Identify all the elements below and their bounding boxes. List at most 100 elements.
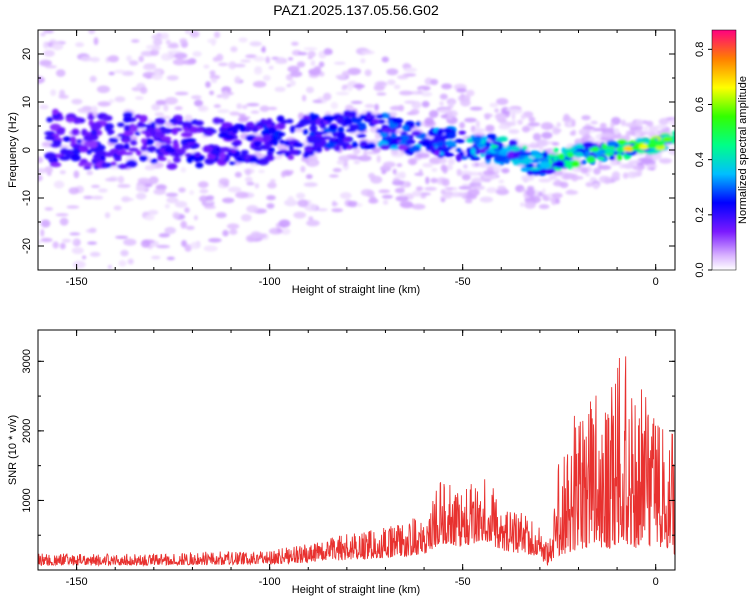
snr-y-ticks: 1000 2000 3000 bbox=[21, 349, 675, 571]
spectrogram-speckle bbox=[51, 42, 64, 51]
spectrogram-speckle bbox=[135, 192, 147, 200]
spectrogram-speckle bbox=[88, 30, 96, 34]
spectrogram-speckle bbox=[167, 159, 172, 165]
spectrogram-ridge-blob bbox=[277, 132, 286, 137]
spectrogram-speckle bbox=[358, 155, 372, 162]
spectrogram-speckle bbox=[538, 204, 550, 210]
spectrogram-speckle bbox=[482, 170, 495, 176]
spectrogram-speckle bbox=[152, 45, 161, 51]
spectrogram-ridge-blob bbox=[302, 152, 310, 159]
spectrogram-speckle bbox=[307, 50, 316, 58]
spectrogram-ridge-blob bbox=[601, 143, 607, 150]
spectrogram-speckle bbox=[486, 187, 498, 194]
spectrogram-speckle bbox=[172, 211, 180, 219]
spectrogram-speckle bbox=[180, 167, 187, 173]
spectrogram-speckle bbox=[274, 86, 286, 93]
spectrogram-speckle bbox=[117, 175, 125, 184]
spectrogram-y-tick-label: -20 bbox=[21, 238, 33, 254]
spectrogram-ridge-blob bbox=[93, 157, 102, 163]
spectrogram-ridge-blob bbox=[609, 155, 616, 161]
spectrogram-ridge-blob bbox=[229, 161, 236, 165]
spectrogram-speckle bbox=[323, 92, 332, 101]
spectrogram-ridge-blob bbox=[87, 115, 95, 120]
snr-frame bbox=[37, 329, 676, 571]
spectrogram-speckle bbox=[553, 170, 564, 176]
spectrogram-ridge-blob bbox=[154, 117, 166, 126]
spectrogram-speckle bbox=[245, 168, 251, 176]
spectrogram-y-tick-label: 20 bbox=[21, 48, 33, 60]
spectrogram-speckle bbox=[52, 241, 59, 249]
spectrogram-speckle bbox=[600, 132, 614, 138]
spectrogram-speckle bbox=[91, 184, 100, 188]
spectrogram-ridge-blob bbox=[130, 139, 138, 146]
spectrogram-speckle bbox=[147, 209, 159, 216]
spectrogram-ridge-blob bbox=[164, 147, 176, 154]
spectrogram-ridge-blob bbox=[140, 145, 148, 152]
spectrogram-speckle bbox=[559, 181, 569, 189]
spectrogram-ridge-blob bbox=[402, 124, 409, 132]
colorbar-tick-label: 0.0 bbox=[694, 262, 706, 277]
spectrogram-speckle bbox=[244, 176, 253, 183]
spectrogram-speckle bbox=[399, 193, 409, 197]
spectrogram-speckle bbox=[382, 199, 389, 205]
spectrogram-ridge-blob bbox=[262, 134, 272, 143]
spectrogram-speckle bbox=[181, 240, 187, 247]
spectrogram-speckle bbox=[227, 186, 242, 193]
spectrogram-speckle bbox=[55, 69, 66, 77]
spectrogram-ridge-blob bbox=[172, 142, 180, 150]
spectrogram-speckle bbox=[166, 256, 175, 261]
colorbar-ticks: 0.0 0.2 0.4 0.6 0.8 bbox=[694, 42, 712, 278]
spectrogram-ridge-blob bbox=[146, 123, 153, 129]
spectrogram-peak-blob bbox=[654, 140, 665, 147]
spectrogram-ridge-blob bbox=[351, 141, 359, 149]
spectrogram-speckle bbox=[47, 172, 52, 176]
spectrogram-ridge-blob bbox=[221, 122, 233, 129]
spectrogram-speckle bbox=[552, 142, 560, 146]
spectrogram-speckle bbox=[415, 186, 424, 192]
spectrogram-speckle bbox=[153, 69, 162, 74]
spectrogram-speckle bbox=[471, 177, 484, 184]
spectrogram-speckle bbox=[517, 119, 523, 125]
spectrogram-speckle bbox=[290, 71, 303, 78]
spectrogram-speckle bbox=[89, 75, 97, 83]
spectrogram-ridge-blob bbox=[470, 147, 476, 155]
spectrogram-speckle bbox=[66, 205, 80, 209]
spectrogram-ridge-blob bbox=[476, 143, 487, 148]
spectrogram-peak-blob bbox=[631, 144, 642, 151]
spectrogram-speckle bbox=[411, 203, 426, 210]
spectrogram-speckle bbox=[341, 85, 348, 91]
spectrogram-ridge-blob bbox=[145, 130, 151, 138]
spectrogram-speckle bbox=[458, 186, 472, 190]
spectrogram-ridge-blob bbox=[438, 128, 445, 136]
spectrogram-speckle bbox=[83, 195, 94, 200]
spectrogram-speckle bbox=[422, 162, 434, 168]
spectrogram-ridge-blob bbox=[134, 114, 142, 119]
spectrogram-speckle bbox=[439, 101, 444, 107]
spectrogram-speckle bbox=[179, 38, 188, 44]
spectrogram-speckle bbox=[551, 197, 557, 206]
spectrogram-ridge-blob bbox=[322, 114, 335, 123]
spectrogram-ridge-blob bbox=[49, 123, 62, 131]
spectrogram-speckle bbox=[656, 124, 667, 130]
spectrogram-speckle bbox=[240, 214, 252, 222]
spectrogram-speckle bbox=[148, 176, 159, 185]
spectrogram-speckle bbox=[160, 53, 172, 61]
spectrogram-speckle bbox=[281, 228, 291, 235]
spectrogram-ridge-blob bbox=[558, 153, 565, 161]
spectrogram-ridge-blob bbox=[581, 159, 587, 165]
spectrogram-speckle bbox=[164, 97, 178, 105]
spectrogram-speckle bbox=[158, 233, 170, 238]
spectrogram-ridge-blob bbox=[55, 129, 65, 135]
spectrogram-ridge-blob bbox=[522, 145, 528, 150]
spectrogram-speckle bbox=[669, 118, 675, 127]
spectrogram-speckle bbox=[297, 199, 309, 208]
spectrogram-speckle bbox=[303, 182, 318, 187]
snr-x-tick-label: -100 bbox=[259, 576, 281, 588]
spectrogram-ridge-blob bbox=[571, 160, 580, 168]
spectrogram-speckle bbox=[536, 139, 549, 147]
spectrogram-speckle bbox=[430, 177, 438, 184]
spectrogram-speckle bbox=[207, 38, 217, 44]
spectrogram-speckle bbox=[333, 61, 346, 65]
spectrogram-ridge-blob bbox=[334, 144, 341, 152]
spectrogram-speckle bbox=[150, 49, 160, 56]
